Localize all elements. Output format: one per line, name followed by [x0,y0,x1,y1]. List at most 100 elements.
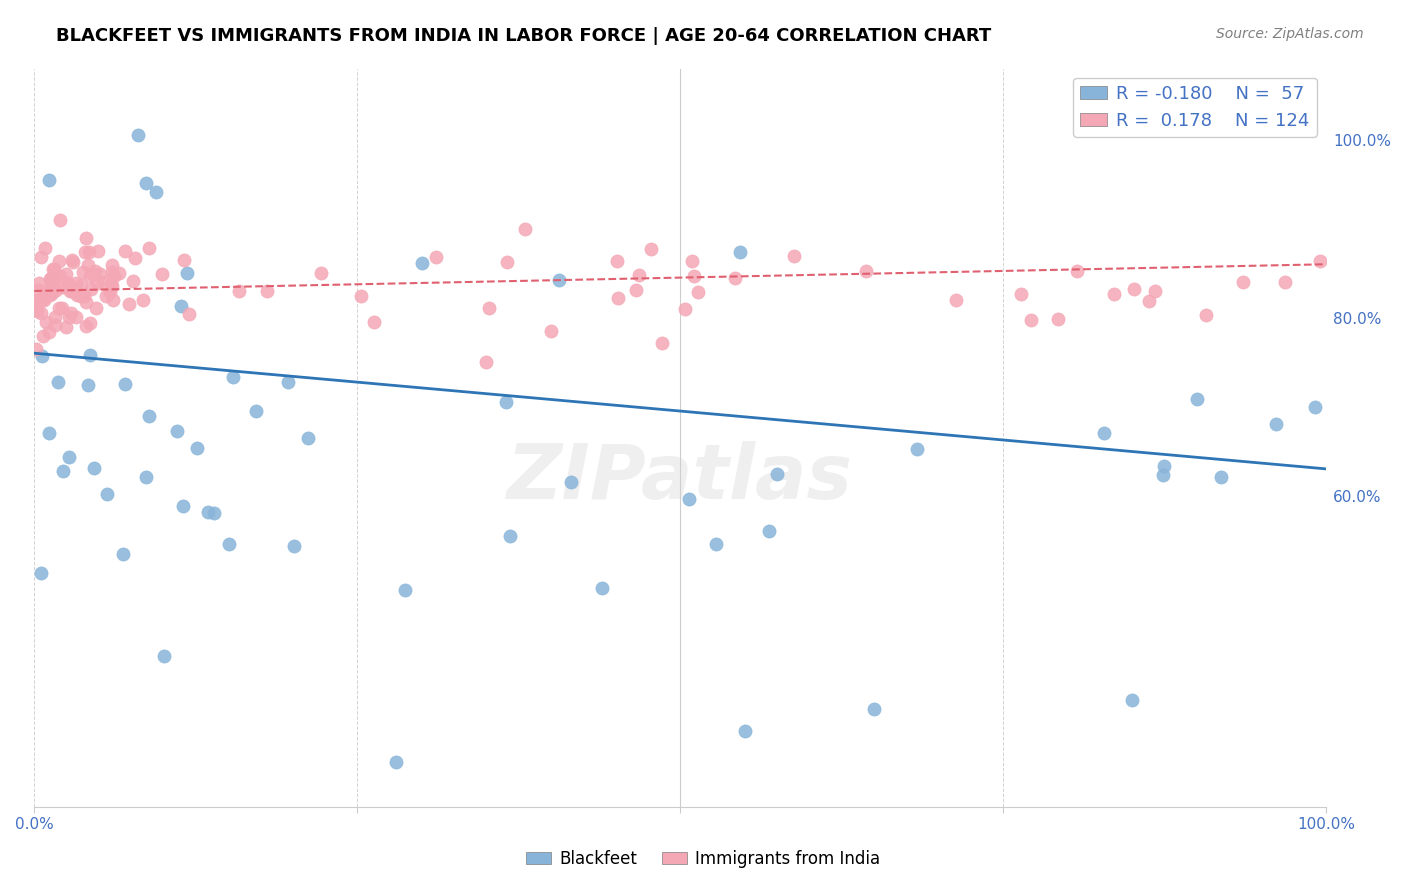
Legend: R = -0.180    N =  57, R =  0.178    N = 124: R = -0.180 N = 57, R = 0.178 N = 124 [1073,78,1317,137]
Point [42,273,65,287]
Point [39,278,62,293]
Point [58,450,80,465]
Point [1274,275,1296,289]
Point [80,282,103,296]
Text: Source: ZipAtlas.com: Source: ZipAtlas.com [1216,27,1364,41]
Point [55,267,77,281]
Point [1144,284,1167,298]
Point [177,307,200,321]
Point [1102,286,1125,301]
Point [72,265,94,279]
Point [98,285,121,299]
Point [172,499,194,513]
Point [91,275,114,289]
Point [34,241,56,255]
Point [77,258,100,272]
Point [65,276,87,290]
Point [84,264,107,278]
Point [135,176,157,190]
Point [101,258,124,272]
Point [385,756,408,770]
Point [498,529,520,543]
Point [103,268,125,283]
Point [651,335,673,350]
Point [39,270,62,285]
Point [515,221,537,235]
Point [218,537,240,551]
Point [704,537,727,551]
Point [86,276,108,290]
Point [49,212,72,227]
Point [560,475,582,489]
Point [681,253,703,268]
Point [186,441,208,455]
Point [75,230,97,244]
Point [60,284,83,298]
Text: ZIPatlas: ZIPatlas [508,441,853,515]
Point [103,293,125,308]
Point [135,470,157,484]
Point [1211,469,1233,483]
Point [77,244,100,259]
Point [111,547,134,561]
Point [69,287,91,301]
Point [60,306,83,320]
Point [49,268,72,283]
Point [202,506,225,520]
Point [495,395,517,409]
Point [1010,287,1032,301]
Point [66,287,89,301]
Point [76,378,98,392]
Point [31,349,53,363]
Point [45,283,67,297]
Point [32,293,55,307]
Point [25,303,48,318]
Point [52,279,75,293]
Point [1264,417,1286,432]
Point [624,283,647,297]
Point [277,375,299,389]
Text: BLACKFEET VS IMMIGRANTS FROM INDIA IN LABOR FORCE | AGE 20-64 CORRELATION CHART: BLACKFEET VS IMMIGRANTS FROM INDIA IN LA… [56,27,991,45]
Point [124,251,146,265]
Point [38,173,60,187]
Point [1121,693,1143,707]
Point [132,293,155,308]
Point [96,486,118,500]
Point [41,285,63,300]
Point [46,376,69,390]
Point [394,582,416,597]
Point [1152,468,1174,483]
Point [173,252,195,267]
Point [73,289,96,303]
Point [79,348,101,362]
Point [42,262,65,277]
Point [1153,458,1175,473]
Point [38,288,60,302]
Point [59,284,82,298]
Point [228,284,250,298]
Point [309,266,332,280]
Point [51,301,73,316]
Point [79,316,101,330]
Point [25,296,48,310]
Point [52,464,75,478]
Point [170,299,193,313]
Point [83,461,105,475]
Point [863,702,886,716]
Point [114,244,136,258]
Point [69,289,91,303]
Point [30,250,52,264]
Point [82,267,104,281]
Point [765,467,787,482]
Point [59,280,82,294]
Point [495,255,517,269]
Point [138,409,160,424]
Point [127,128,149,143]
Point [75,244,97,259]
Point [41,279,63,293]
Point [782,249,804,263]
Point [87,244,110,258]
Point [44,318,66,332]
Point [283,539,305,553]
Point [48,301,70,316]
